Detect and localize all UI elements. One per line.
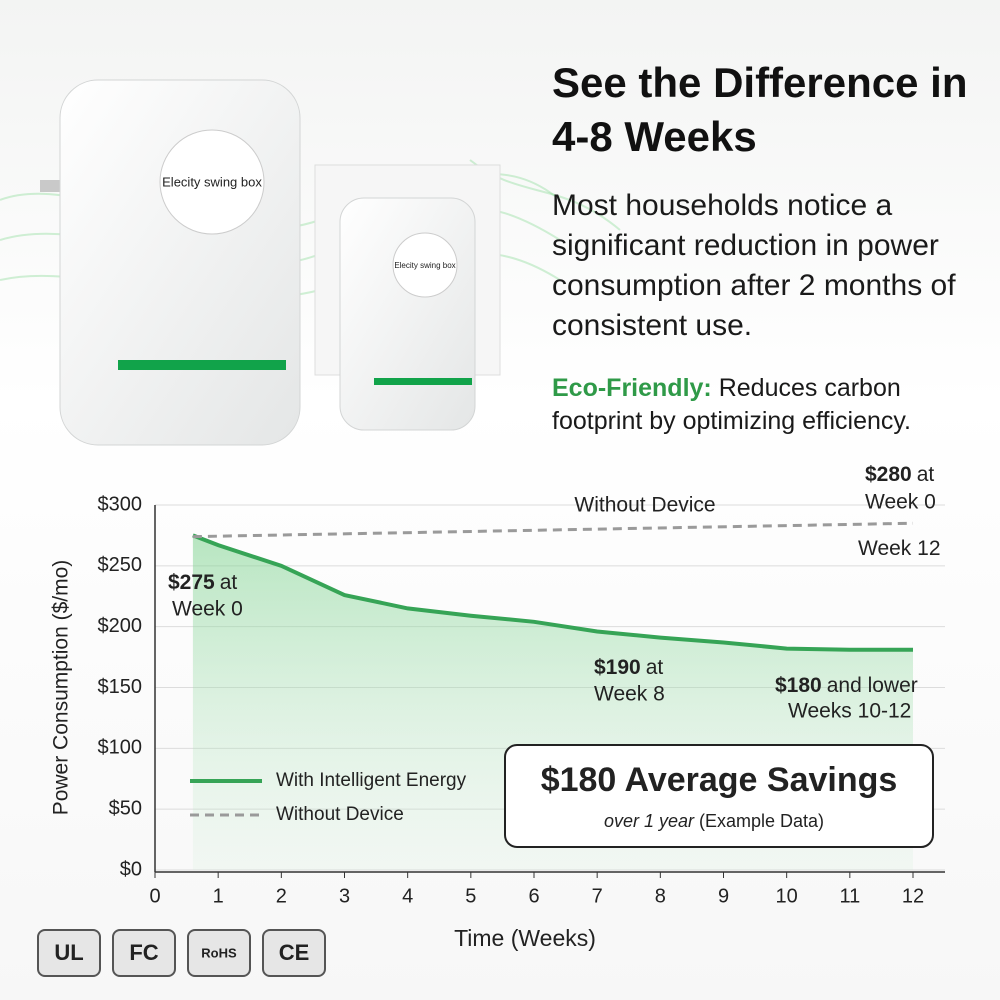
- y-tick-label: $50: [109, 797, 142, 819]
- annotation-line2: Week 0: [172, 598, 243, 621]
- device-label: Elecity swing box: [394, 261, 455, 270]
- y-tick-label: $150: [98, 676, 143, 698]
- x-tick-label: 9: [718, 885, 729, 907]
- legend-label: Without Device: [276, 804, 404, 825]
- x-tick-label: 11: [839, 885, 860, 907]
- annotation: $275 at: [168, 571, 237, 594]
- annotation-line2: Week 0: [865, 491, 936, 514]
- x-tick-label: 8: [655, 885, 666, 907]
- badge-label: UL: [54, 940, 83, 965]
- annotation: $280 at: [865, 463, 934, 486]
- savings-period: over 1 year: [604, 811, 695, 831]
- badge: [187, 929, 251, 977]
- annotation: $190 at: [594, 656, 663, 679]
- device-small: Elecity swing box: [314, 164, 501, 431]
- badge: [112, 929, 176, 977]
- x-tick-label: 12: [902, 885, 924, 907]
- x-tick-label: 1: [213, 885, 224, 907]
- annotation-text: at: [917, 463, 935, 486]
- annotation-text: and lower: [827, 674, 918, 697]
- annotation-value: $280: [865, 463, 912, 486]
- x-tick-label: 6: [528, 885, 539, 907]
- y-tick-label: $300: [98, 493, 143, 515]
- eco-text: Eco-Friendly: Reduces carbon footprint b…: [552, 372, 972, 438]
- body-text: Most households notice a significant red…: [552, 189, 956, 342]
- y-tick-label: $250: [98, 554, 143, 576]
- badge: [37, 929, 101, 977]
- annotation-text: at: [220, 571, 238, 594]
- x-tick-label: 2: [276, 885, 287, 907]
- annotation-value: $180: [775, 674, 822, 697]
- y-tick-label: $100: [98, 737, 143, 759]
- series-line: [192, 533, 913, 652]
- headline: See the Difference in 4-8 Weeks: [552, 59, 968, 160]
- savings-sub: over 1 year (Example Data): [604, 811, 824, 831]
- badge-label: CE: [279, 940, 310, 965]
- device-label: Elecity swing box: [162, 174, 262, 189]
- legend-label: With Intelligent Energy: [276, 770, 467, 791]
- annotation-text: Week 12: [858, 537, 941, 560]
- savings-note: (Example Data): [699, 811, 824, 831]
- savings-title: $180 Average Savings: [541, 761, 898, 799]
- y-axis-title: Power Consumption ($/mo): [50, 560, 73, 816]
- annotation-line2: Week 8: [594, 683, 665, 706]
- x-tick-label: 10: [776, 885, 798, 907]
- badges: UL FC RoHS CE: [37, 929, 326, 977]
- x-axis-title: Time (Weeks): [454, 925, 596, 951]
- annotation: Week 12: [858, 537, 941, 560]
- annotation: $180 and lower: [775, 674, 918, 697]
- savings-box: [504, 744, 934, 848]
- x-tick-label: 0: [149, 885, 160, 907]
- annotation-text: at: [646, 656, 664, 679]
- x-tick-label: 4: [402, 885, 413, 907]
- annotation-value: $190: [594, 656, 641, 679]
- badge-label: FC: [129, 940, 158, 965]
- x-tick-label: 5: [465, 885, 476, 907]
- annotation-line2: Weeks 10-12: [788, 700, 911, 723]
- line-label: Without Device: [574, 494, 715, 517]
- x-tick-label: 7: [592, 885, 603, 907]
- eco-label: Eco-Friendly:: [552, 374, 712, 402]
- eco-desc: Reduces carbon footprint by optimizing e…: [552, 374, 911, 435]
- series-line: [192, 521, 914, 539]
- x-tick-label: 3: [339, 885, 350, 907]
- badge: [262, 929, 326, 977]
- device-large: Elecity swing box: [40, 79, 301, 446]
- y-tick-label: $0: [120, 858, 142, 880]
- badge-label: RoHS: [201, 945, 237, 960]
- y-tick-label: $200: [98, 615, 143, 637]
- annotation-value: $275: [168, 571, 215, 594]
